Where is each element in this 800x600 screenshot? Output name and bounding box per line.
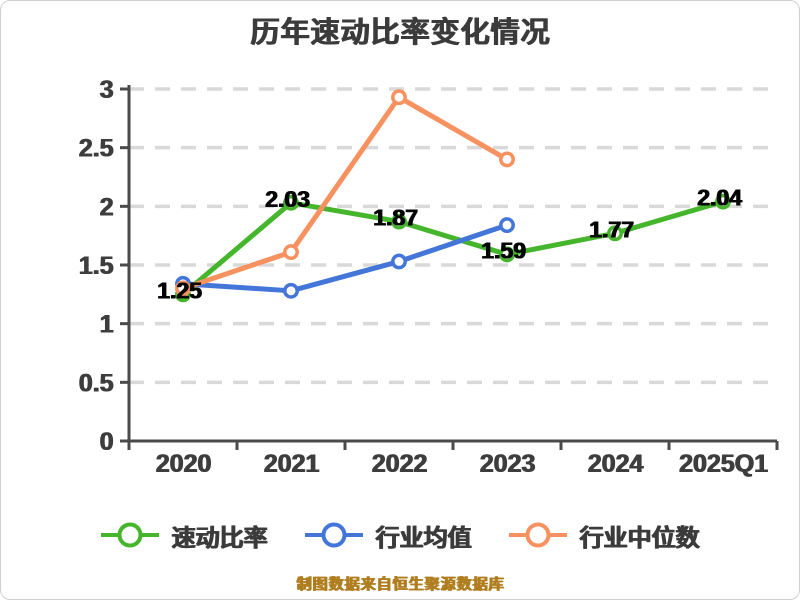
- data-point: [283, 282, 299, 299]
- data-point: [499, 246, 515, 263]
- data-label: 2.03: [265, 186, 310, 212]
- legend-marker-icon: [305, 522, 363, 548]
- data-label: 1.25: [157, 277, 202, 303]
- y-axis-tick-label: 2.5: [78, 135, 113, 163]
- x-axis-tick-label: 2022: [371, 450, 427, 478]
- y-axis-tick-label: 0.5: [78, 369, 113, 397]
- legend-label: 行业均值: [375, 524, 471, 552]
- series-line: [180, 199, 726, 297]
- y-axis-tick-label: 1.5: [78, 252, 113, 280]
- line-chart-plot: 0 0.5 1 1.5 2 2.5 3 2020 2021 2022 2023 2024 2025Q1 1…: [78, 76, 779, 478]
- legend-marker-icon: [101, 522, 159, 548]
- data-point: [391, 89, 407, 106]
- series-line: [180, 94, 510, 291]
- series-line: [180, 222, 510, 294]
- legend-label: 行业中位数: [579, 524, 699, 552]
- legend-marker-icon: [509, 522, 567, 548]
- data-point: [283, 194, 299, 211]
- chart-title: 历年速动比率变化情况: [249, 17, 550, 49]
- gridlines: [129, 87, 777, 385]
- y-axis-tick-label: 3: [99, 76, 113, 104]
- legend-item-行业中位数[interactable]: 行业中位数: [509, 518, 699, 553]
- y-axis-tick-label: 2: [99, 193, 113, 221]
- data-point: [499, 217, 515, 234]
- data-label: 1.77: [589, 216, 634, 242]
- data-point: [715, 193, 731, 210]
- data-point: [175, 280, 191, 297]
- x-axis-tick-label: 2024: [587, 450, 643, 478]
- data-labels: 1.25 2.03 1.87 1.59 1.77 2.04: [157, 185, 742, 304]
- data-point: [391, 213, 407, 230]
- y-axis-tick-label: 0: [99, 428, 113, 456]
- x-axis-tick-label: 2025Q1: [679, 450, 768, 478]
- x-axis-tick-label: 2020: [155, 450, 211, 478]
- x-axis-tick-label: 2021: [263, 450, 319, 478]
- legend-item-速动比率[interactable]: 速动比率: [101, 518, 267, 553]
- data-point: [283, 244, 299, 261]
- legend-label: 速动比率: [171, 524, 267, 552]
- data-label: 1.87: [373, 205, 418, 231]
- data-point: [499, 151, 515, 168]
- legend-item-行业均值[interactable]: 行业均值: [305, 518, 471, 553]
- series-行业中位数: [175, 89, 515, 297]
- series-速动比率: [175, 193, 731, 303]
- data-label: 1.59: [481, 237, 526, 263]
- data-point: [391, 253, 407, 270]
- x-axis-tick-label: 2023: [479, 450, 535, 478]
- data-source-note: 制图数据来自恒生聚源数据库: [295, 576, 504, 593]
- axes: 0 0.5 1 1.5 2 2.5 3 2020 2021 2022 2023 2024 2025Q1: [78, 76, 779, 478]
- data-point: [607, 225, 623, 242]
- chart-legend: 速动比率 行业均值 行业中位数: [1, 513, 799, 557]
- data-label: 2.04: [697, 185, 742, 211]
- y-axis-tick-label: 1: [99, 311, 113, 339]
